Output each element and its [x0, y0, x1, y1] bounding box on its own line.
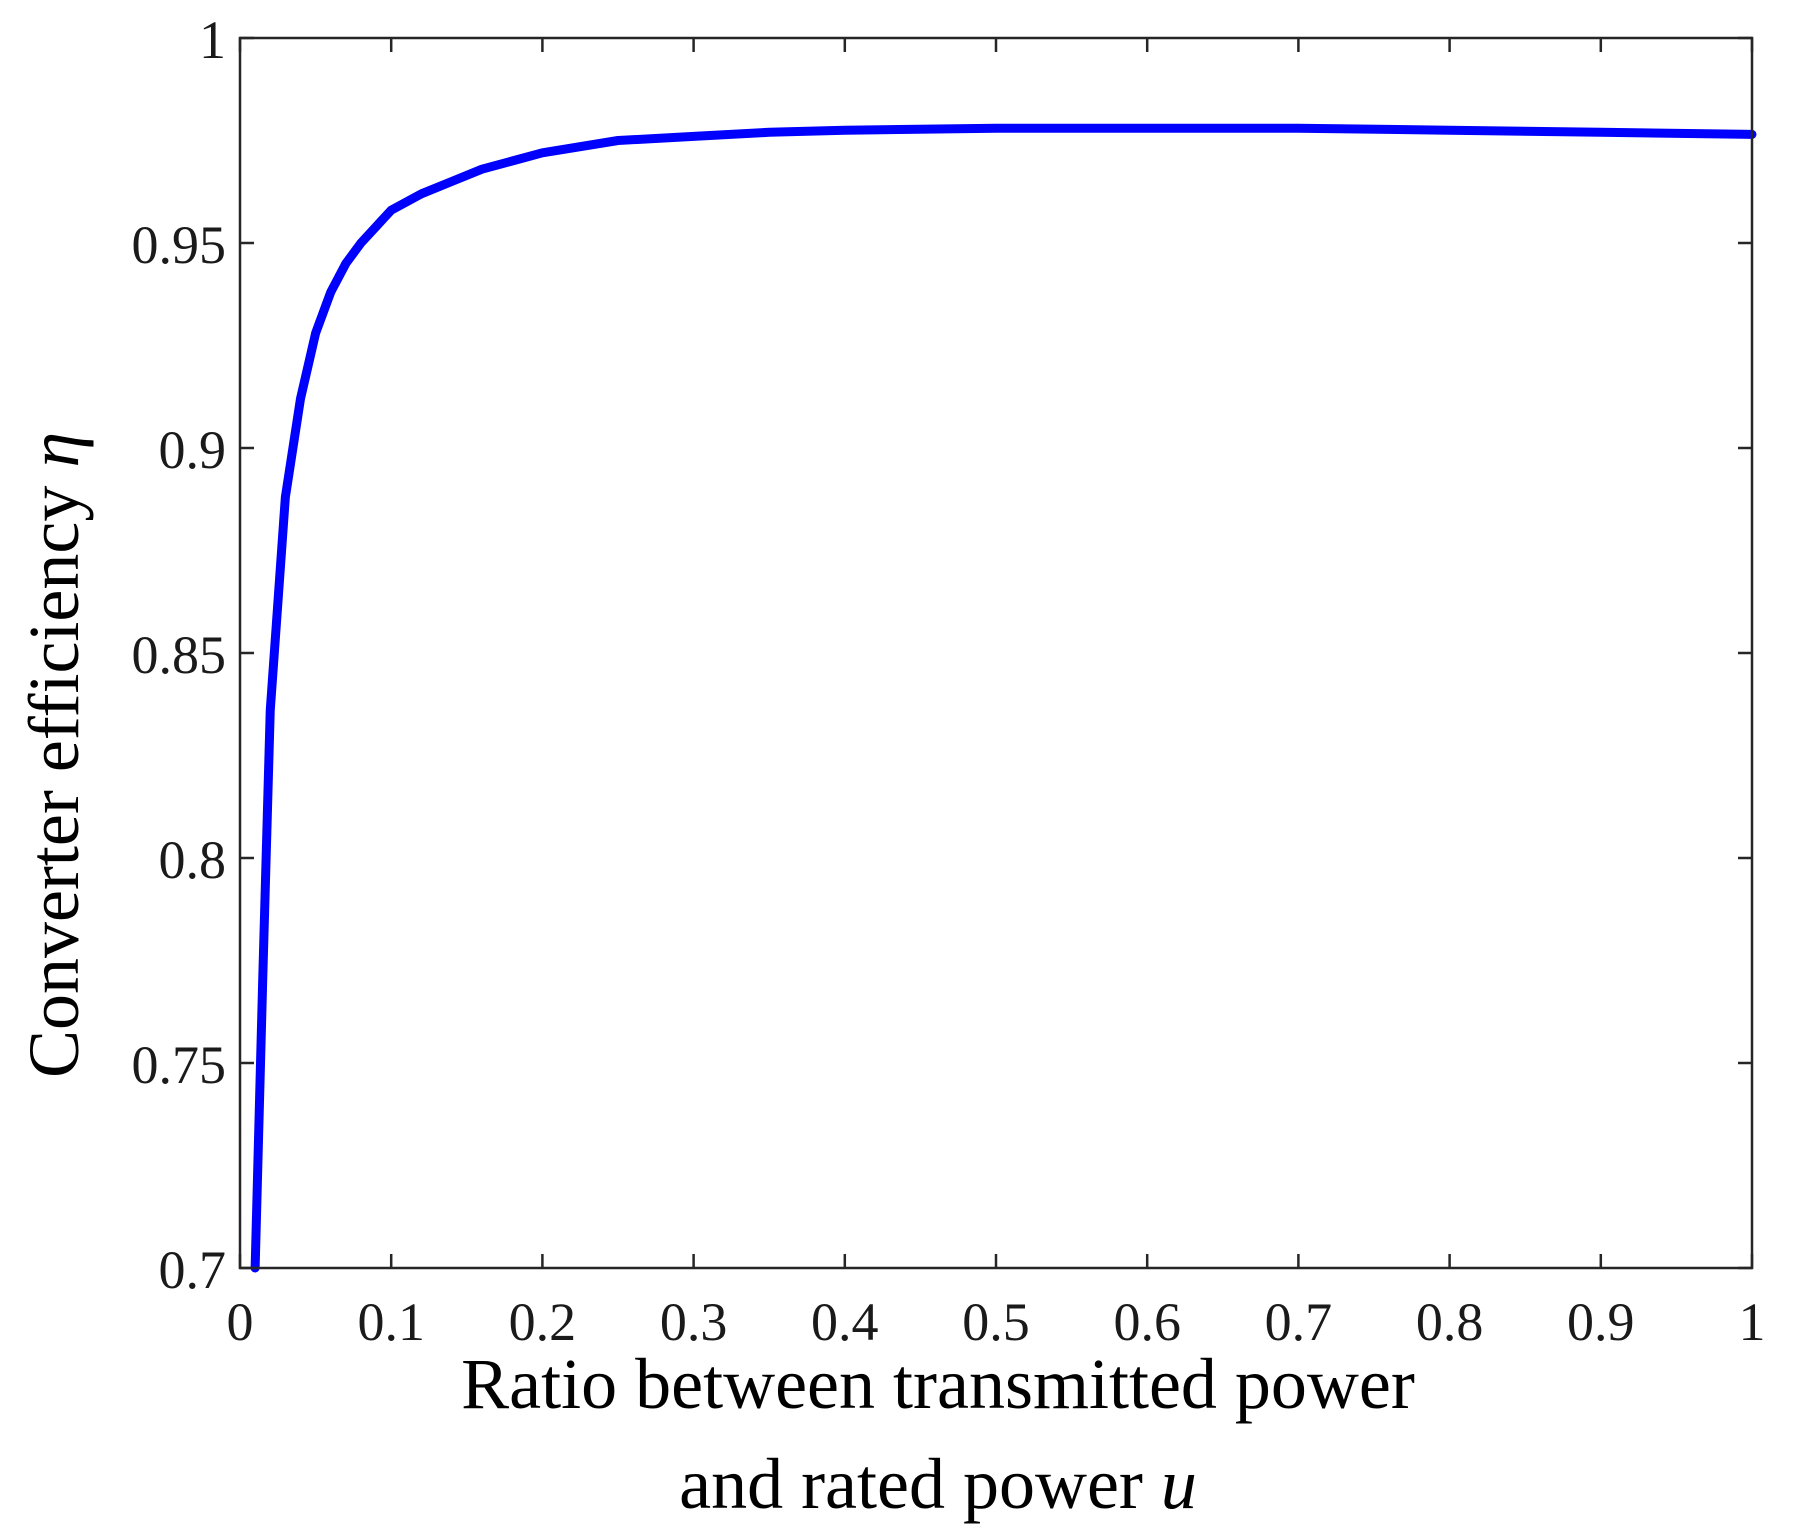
y-tick-label: 0.8 [159, 830, 227, 890]
y-axis-symbol: η [14, 432, 94, 468]
x-tick-label: 0.1 [357, 1292, 425, 1352]
x-tick-label: 0.9 [1567, 1292, 1635, 1352]
x-tick-labels: 0 0.1 0.2 0.3 0.4 0.5 0.6 0.7 0.8 0.9 1 [227, 1292, 1766, 1352]
x-tick-label: 0.3 [660, 1292, 728, 1352]
x-tick-label: 0.5 [962, 1292, 1030, 1352]
efficiency-series-line [250, 123, 1757, 1273]
y-tick-label: 0.7 [159, 1240, 227, 1300]
x-tick-label: 0 [227, 1292, 254, 1352]
x-tick-label: 0.6 [1113, 1292, 1181, 1352]
y-tick-label: 0.75 [132, 1035, 227, 1095]
x-tick-label: 0.2 [509, 1292, 577, 1352]
y-tick-label: 0.95 [132, 215, 227, 275]
x-tick-label: 0.8 [1416, 1292, 1484, 1352]
plot-frame [238, 36, 1754, 1270]
series-layer [250, 123, 1757, 1273]
y-axis-title-text: Converter efficiency [14, 468, 94, 1078]
x-tick-label: 0.7 [1265, 1292, 1333, 1352]
y-tick-label: 0.85 [132, 625, 227, 685]
y-tick-labels: 0.7 0.75 0.8 0.85 0.9 0.95 1 [132, 10, 227, 1300]
x-axis-symbol: u [1161, 1444, 1197, 1524]
y-tick-label: 1 [199, 10, 226, 70]
x-axis-title-line2: and rated power u [679, 1444, 1197, 1524]
x-axis-title-text: and rated power [679, 1444, 1161, 1524]
x-axis-title-line1: Ratio between transmitted power [461, 1344, 1415, 1424]
x-tick-label: 0.4 [811, 1292, 879, 1352]
y-axis-title: Converter efficiency η [14, 432, 94, 1078]
y-tick-label: 0.9 [159, 420, 227, 480]
x-tick-label: 1 [1739, 1292, 1766, 1352]
